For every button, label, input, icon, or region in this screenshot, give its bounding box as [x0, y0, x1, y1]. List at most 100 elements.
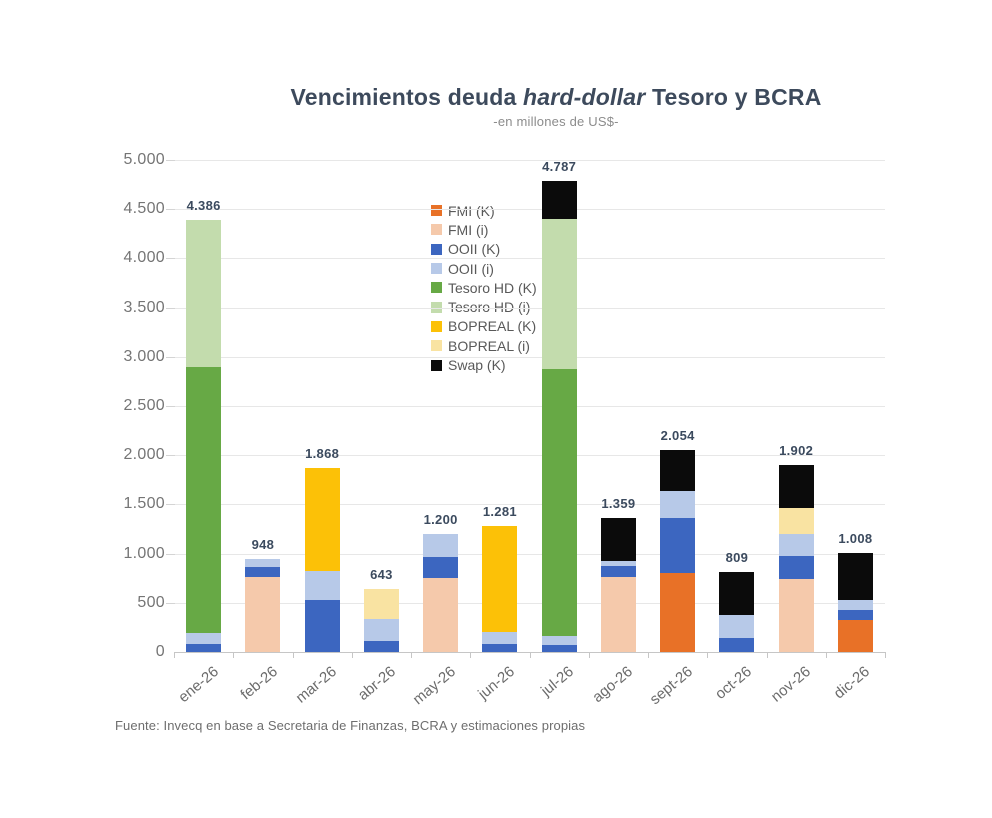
bar-ene-26 — [186, 220, 222, 652]
legend-label: Tesoro HD (i) — [448, 299, 531, 316]
gridline — [174, 455, 885, 457]
bar-segment-fmi-k — [837, 619, 873, 652]
y-axis-label: 1.000 — [123, 544, 165, 562]
bar-segment-bopreal-i — [778, 507, 814, 535]
bar-segment-tesoro-hd-k — [186, 366, 222, 634]
bar-segment-swap-k — [837, 552, 873, 600]
legend-item: BOPREAL (i) — [431, 336, 537, 355]
bar-segment-ooii-k — [363, 641, 399, 652]
x-axis-tick — [885, 652, 886, 658]
bar-dic-26 — [837, 552, 873, 652]
gridline — [174, 307, 885, 309]
legend-item: OOII (K) — [431, 240, 537, 259]
y-axis-tick — [166, 209, 175, 211]
bar-segment-tesoro-hd-k — [541, 368, 577, 637]
bar-segment-ooii-i — [660, 490, 696, 519]
y-axis-tick — [166, 356, 175, 358]
x-axis-label: jul-26 — [538, 663, 578, 700]
legend-label: Swap (K) — [448, 357, 506, 374]
x-axis-label: feb-26 — [237, 663, 281, 704]
bar-total-label: 1.868 — [305, 446, 340, 462]
bar-segment-ooii-i — [600, 561, 636, 567]
bar-segment-ooii-i — [186, 633, 222, 645]
legend-label: Tesoro HD (K) — [448, 279, 537, 296]
chart-title-post: Tesoro y BCRA — [645, 84, 822, 110]
y-axis-tick — [166, 504, 175, 506]
bar-segment-fmi-i — [245, 577, 281, 652]
bar-segment-ooii-k — [541, 645, 577, 652]
bar-segment-ooii-i — [304, 571, 340, 600]
bar-total-label: 4.386 — [186, 198, 221, 214]
bar-segment-swap-k — [541, 180, 577, 220]
bar-ago-26 — [600, 518, 636, 652]
bar-feb-26 — [245, 558, 281, 652]
x-axis-label: ene-26 — [174, 663, 222, 707]
bar-mar-26 — [304, 468, 340, 652]
legend-item: Tesoro HD (K) — [431, 278, 537, 297]
bar-segment-ooii-k — [719, 638, 755, 652]
legend-item: Tesoro HD (i) — [431, 297, 537, 316]
bar-segment-ooii-i — [719, 614, 755, 639]
legend-item: BOPREAL (K) — [431, 317, 537, 336]
bar-segment-ooii-i — [541, 636, 577, 646]
bar-segment-swap-k — [719, 572, 755, 615]
bar-oct-26 — [719, 572, 755, 652]
gridline — [174, 160, 885, 161]
x-axis-label: ago-26 — [589, 663, 637, 707]
x-axis-label: abr-26 — [355, 663, 400, 704]
x-axis-tick — [766, 652, 768, 658]
y-axis-label: 3.000 — [123, 347, 165, 365]
legend-swatch — [431, 224, 442, 236]
bar-sept-26 — [660, 449, 696, 652]
bar-total-label: 1.902 — [779, 442, 814, 458]
x-axis-tick — [529, 652, 531, 658]
legend-item: FMI (K) — [431, 201, 537, 220]
x-axis-tick — [648, 652, 649, 658]
bar-total-label: 1.200 — [423, 511, 458, 527]
bar-jun-26 — [482, 525, 518, 652]
y-axis-tick — [166, 406, 175, 407]
source-note: Fuente: Invecq en base a Secretaria de F… — [115, 718, 586, 733]
x-axis-tick — [825, 652, 827, 658]
chart-subtitle: -en millones de US$- — [493, 114, 619, 129]
gridline — [174, 504, 885, 506]
bar-segment-tesoro-hd-i — [541, 219, 577, 369]
bar-segment-ooii-k — [778, 556, 814, 579]
x-axis-label: jun-26 — [474, 663, 518, 703]
bar-segment-bopreal-k — [482, 525, 518, 632]
bar-segment-fmi-i — [778, 578, 814, 652]
gridline — [174, 258, 885, 260]
x-axis-tick — [174, 652, 175, 658]
bar-segment-ooii-i — [778, 534, 814, 557]
legend-swatch — [431, 359, 442, 371]
legend-label: FMI (i) — [448, 221, 489, 238]
y-axis-label: 500 — [137, 593, 165, 611]
chart-title: Vencimientos deuda hard-dollar Tesoro y … — [120, 84, 992, 111]
x-axis-label: mar-26 — [292, 663, 341, 707]
chart-title-pre: Vencimientos deuda — [290, 84, 524, 110]
gridline — [174, 356, 885, 358]
legend-item: OOII (i) — [431, 259, 537, 278]
y-axis-label: 4.000 — [123, 249, 165, 267]
y-axis-tick — [166, 455, 175, 457]
bar-segment-ooii-k — [660, 518, 696, 574]
gridline — [174, 602, 885, 604]
bar-segment-ooii-i — [837, 599, 873, 610]
bar-segment-fmi-i — [600, 577, 636, 652]
x-axis-label: sept-26 — [646, 663, 696, 709]
x-axis-tick — [292, 652, 294, 658]
y-axis-label: 3.500 — [123, 298, 165, 316]
bar-segment-bopreal-k — [304, 468, 340, 572]
x-axis-tick — [588, 652, 590, 658]
bar-nov-26 — [778, 464, 814, 652]
bar-segment-fmi-k — [660, 573, 696, 652]
legend-swatch — [431, 301, 442, 313]
bar-total-label: 4.787 — [542, 158, 577, 174]
legend-label: BOPREAL (i) — [448, 337, 530, 354]
bar-segment-swap-k — [778, 464, 814, 508]
bar-segment-ooii-i — [482, 631, 518, 645]
y-axis-tick — [166, 307, 175, 309]
bar-segment-fmi-i — [423, 578, 459, 652]
bar-segment-ooii-i — [245, 558, 281, 568]
chart-header: Vencimientos deuda hard-dollar Tesoro y … — [120, 84, 992, 129]
